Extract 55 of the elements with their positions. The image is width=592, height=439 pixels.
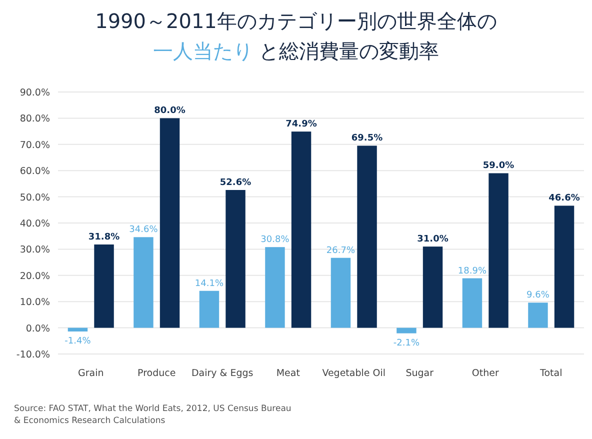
data-label: 69.5% [351, 134, 383, 144]
data-label: 34.6% [129, 225, 158, 236]
y-tick-label: -10.0% [16, 350, 50, 360]
x-tick-label: Dairy & Eggs [191, 368, 254, 379]
data-label: 30.8% [260, 235, 290, 246]
x-tick-label: Vegetable Oil [322, 368, 386, 379]
data-label: -2.1% [393, 338, 420, 348]
y-tick-label: 0.0% [26, 323, 50, 334]
bar [357, 146, 377, 328]
data-label: 80.0% [154, 106, 186, 116]
y-tick-label: 20.0% [20, 270, 50, 282]
bar [199, 290, 220, 328]
y-tick-label: 50.0% [20, 192, 50, 204]
bar [94, 244, 114, 328]
chart-subtitle: 一人当たり と総消費量の変動率 [152, 39, 440, 63]
bar [422, 246, 443, 328]
y-tick-label: 10.0% [20, 297, 50, 308]
data-label: 18.9% [458, 266, 487, 276]
data-label: 14.1% [194, 278, 224, 289]
x-tick-label: Meat [276, 368, 300, 379]
y-tick-label: 90.0% [20, 88, 50, 98]
y-tick-label: 60.0% [20, 166, 50, 178]
data-label: 31.8% [88, 232, 120, 242]
bar [226, 190, 246, 328]
bar [528, 302, 548, 328]
data-label: 31.0% [417, 234, 448, 245]
source-note: Source: FAO STAT, What the World Eats, 2012, US Census Bureau [14, 404, 292, 414]
chart-title: 1990～2011年のカテゴリー別の世界全体の [95, 9, 497, 33]
data-label: 52.6% [220, 178, 252, 188]
bar [291, 132, 312, 328]
bar [462, 278, 482, 328]
data-label: 74.9% [286, 120, 317, 130]
y-tick-label: 70.0% [20, 140, 50, 151]
x-tick-label: Other [472, 368, 499, 379]
bar [554, 206, 574, 328]
bar [134, 237, 154, 328]
text: & Economics Research Calculations [14, 416, 166, 426]
data-label: -1.4% [64, 336, 92, 346]
x-tick-label: Produce [138, 368, 176, 379]
y-tick-label: 40.0% [20, 218, 50, 230]
bar [265, 247, 285, 328]
data-label: 9.6% [526, 290, 550, 301]
x-tick-label: Sugar [406, 368, 434, 379]
x-tick-label: Total [539, 368, 562, 379]
bar [488, 173, 508, 328]
y-tick-label: 30.0% [20, 244, 50, 256]
x-tick-label: Grain [78, 368, 104, 379]
bar [330, 258, 351, 328]
y-tick-label: 80.0% [20, 114, 50, 125]
bar [160, 118, 180, 328]
bar [68, 328, 88, 332]
data-label: 59.0% [482, 161, 514, 172]
bar [396, 328, 416, 334]
data-label: 26.7% [326, 246, 356, 256]
data-label: 46.6% [548, 194, 580, 204]
